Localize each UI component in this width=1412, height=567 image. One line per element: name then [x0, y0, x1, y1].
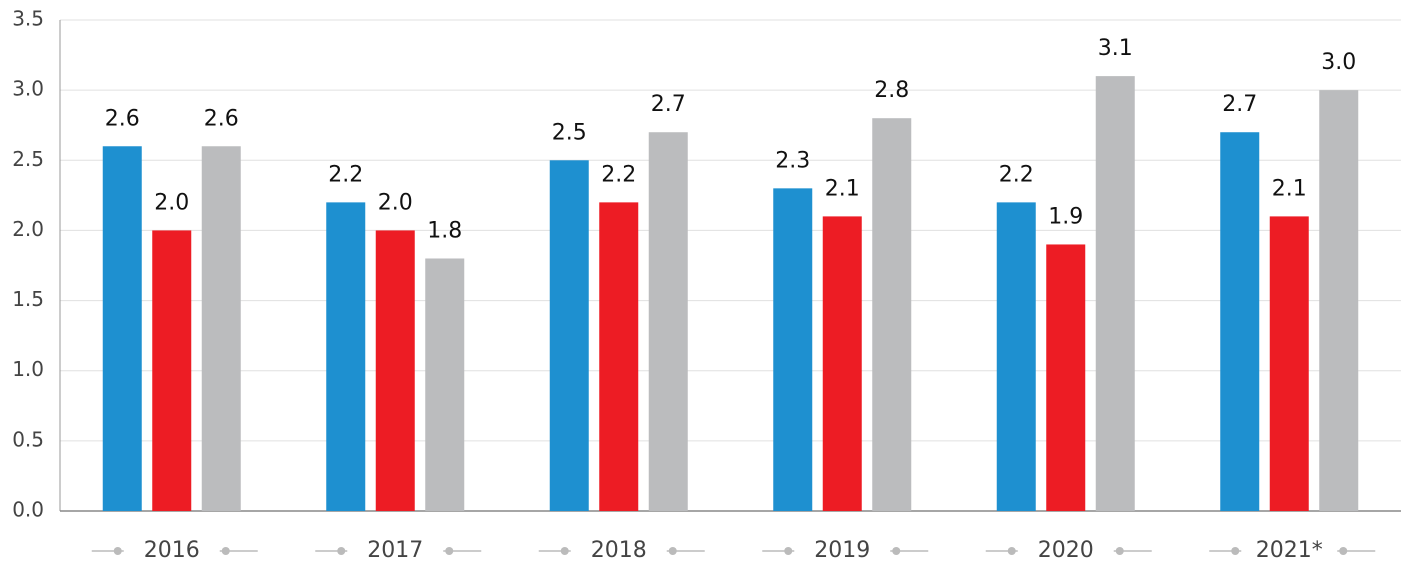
- value-label: 2.1: [825, 176, 860, 201]
- x-tick-label: 2021*: [1256, 538, 1323, 563]
- value-label: 2.2: [328, 162, 363, 187]
- value-label: 2.6: [204, 106, 239, 131]
- label-dot: [1007, 547, 1016, 555]
- bar: [1046, 244, 1086, 511]
- y-tick-label: 2.0: [12, 217, 44, 241]
- bar: [1095, 76, 1135, 511]
- bar: [1319, 90, 1359, 512]
- x-tick-label: 2020: [1038, 538, 1094, 563]
- value-label: 2.2: [999, 162, 1034, 187]
- x-tick-label: 2017: [367, 538, 423, 563]
- value-label: 2.0: [378, 190, 413, 215]
- value-label: 2.7: [1222, 92, 1257, 117]
- y-tick-label: 1.0: [12, 357, 44, 381]
- value-label: 3.0: [1321, 50, 1356, 75]
- y-tick-label: 0.0: [12, 498, 44, 522]
- value-label: 2.8: [874, 78, 909, 103]
- bar: [822, 216, 862, 511]
- bar: [201, 146, 241, 511]
- label-dot: [892, 547, 901, 555]
- label-dot: [1231, 547, 1240, 555]
- value-label: 2.2: [601, 162, 636, 187]
- label-dot: [113, 547, 122, 555]
- value-label: 2.5: [552, 120, 587, 145]
- value-label: 2.6: [105, 106, 140, 131]
- label-dot: [221, 547, 230, 555]
- label-dot: [668, 547, 677, 555]
- x-tick-label: 2016: [144, 538, 200, 563]
- label-dot: [784, 547, 793, 555]
- label-dot: [337, 547, 346, 555]
- y-tick-label: 1.5: [12, 287, 44, 311]
- label-dot: [445, 547, 454, 555]
- value-label: 3.1: [1098, 36, 1133, 61]
- bar: [648, 132, 688, 511]
- bar: [102, 146, 142, 511]
- bar: [375, 230, 415, 511]
- y-tick-label: 3.0: [12, 77, 44, 101]
- y-tick-label: 0.5: [12, 427, 44, 451]
- bar: [425, 258, 465, 511]
- value-label: 2.0: [154, 190, 189, 215]
- y-tick-label: 3.5: [12, 7, 44, 31]
- value-label: 2.7: [651, 92, 686, 117]
- label-dot: [1115, 547, 1124, 555]
- bar: [599, 202, 639, 511]
- value-label: 2.3: [775, 148, 810, 173]
- bar: [996, 202, 1036, 511]
- x-tick-label: 2018: [591, 538, 647, 563]
- value-label: 1.9: [1048, 204, 1083, 229]
- bar: [1269, 216, 1309, 511]
- label-dot: [1339, 547, 1348, 555]
- value-label: 1.8: [427, 218, 462, 243]
- bar: [549, 160, 589, 512]
- bar: [872, 118, 912, 511]
- label-dot: [560, 547, 569, 555]
- bar: [326, 202, 366, 511]
- bar: [773, 188, 813, 512]
- x-tick-label: 2019: [814, 538, 870, 563]
- bar: [1220, 132, 1260, 511]
- y-tick-label: 2.5: [12, 147, 44, 171]
- value-label: 2.1: [1272, 176, 1307, 201]
- bar: [152, 230, 192, 511]
